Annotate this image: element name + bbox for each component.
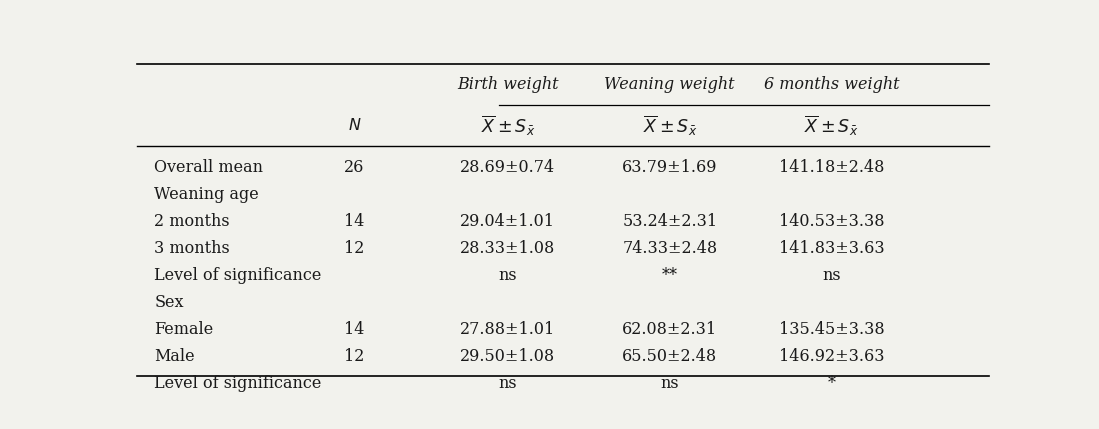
Text: 12: 12	[344, 240, 365, 257]
Text: *: *	[828, 375, 835, 392]
Text: 3 months: 3 months	[154, 240, 230, 257]
Text: 2 months: 2 months	[154, 213, 230, 230]
Text: 63.79±1.69: 63.79±1.69	[622, 159, 718, 175]
Text: 141.18±2.48: 141.18±2.48	[779, 159, 885, 175]
Text: ns: ns	[660, 375, 679, 392]
Text: ns: ns	[822, 267, 841, 284]
Text: 14: 14	[344, 321, 365, 338]
Text: 27.88±1.01: 27.88±1.01	[460, 321, 555, 338]
Text: 141.83±3.63: 141.83±3.63	[779, 240, 885, 257]
Text: Female: Female	[154, 321, 213, 338]
Text: Overall mean: Overall mean	[154, 159, 264, 175]
Text: Level of significance: Level of significance	[154, 375, 322, 392]
Text: 12: 12	[344, 348, 365, 365]
Text: Weaning weight: Weaning weight	[604, 76, 735, 93]
Text: $\overline{X} \pm S_{\bar{x}}$: $\overline{X} \pm S_{\bar{x}}$	[643, 114, 697, 138]
Text: ns: ns	[499, 267, 518, 284]
Text: 140.53±3.38: 140.53±3.38	[779, 213, 885, 230]
Text: 29.04±1.01: 29.04±1.01	[460, 213, 555, 230]
Text: Level of significance: Level of significance	[154, 267, 322, 284]
Text: 146.92±3.63: 146.92±3.63	[779, 348, 885, 365]
Text: 28.33±1.08: 28.33±1.08	[460, 240, 555, 257]
Text: $\mathit{N}$: $\mathit{N}$	[347, 117, 362, 134]
Text: Birth weight: Birth weight	[457, 76, 558, 93]
Text: Male: Male	[154, 348, 195, 365]
Text: 29.50±1.08: 29.50±1.08	[460, 348, 555, 365]
Text: $\overline{X} \pm S_{\bar{x}}$: $\overline{X} \pm S_{\bar{x}}$	[804, 114, 858, 138]
Text: 6 months weight: 6 months weight	[764, 76, 899, 93]
Text: Weaning age: Weaning age	[154, 186, 259, 202]
Text: 65.50±2.48: 65.50±2.48	[622, 348, 718, 365]
Text: Sex: Sex	[154, 294, 184, 311]
Text: 62.08±2.31: 62.08±2.31	[622, 321, 718, 338]
Text: 26: 26	[344, 159, 365, 175]
Text: 53.24±2.31: 53.24±2.31	[622, 213, 718, 230]
Text: **: **	[662, 267, 678, 284]
Text: 74.33±2.48: 74.33±2.48	[622, 240, 718, 257]
Text: 135.45±3.38: 135.45±3.38	[779, 321, 885, 338]
Text: 14: 14	[344, 213, 365, 230]
Text: $\overline{X} \pm S_{\bar{x}}$: $\overline{X} \pm S_{\bar{x}}$	[480, 114, 535, 138]
Text: ns: ns	[499, 375, 518, 392]
Text: 28.69±0.74: 28.69±0.74	[460, 159, 555, 175]
